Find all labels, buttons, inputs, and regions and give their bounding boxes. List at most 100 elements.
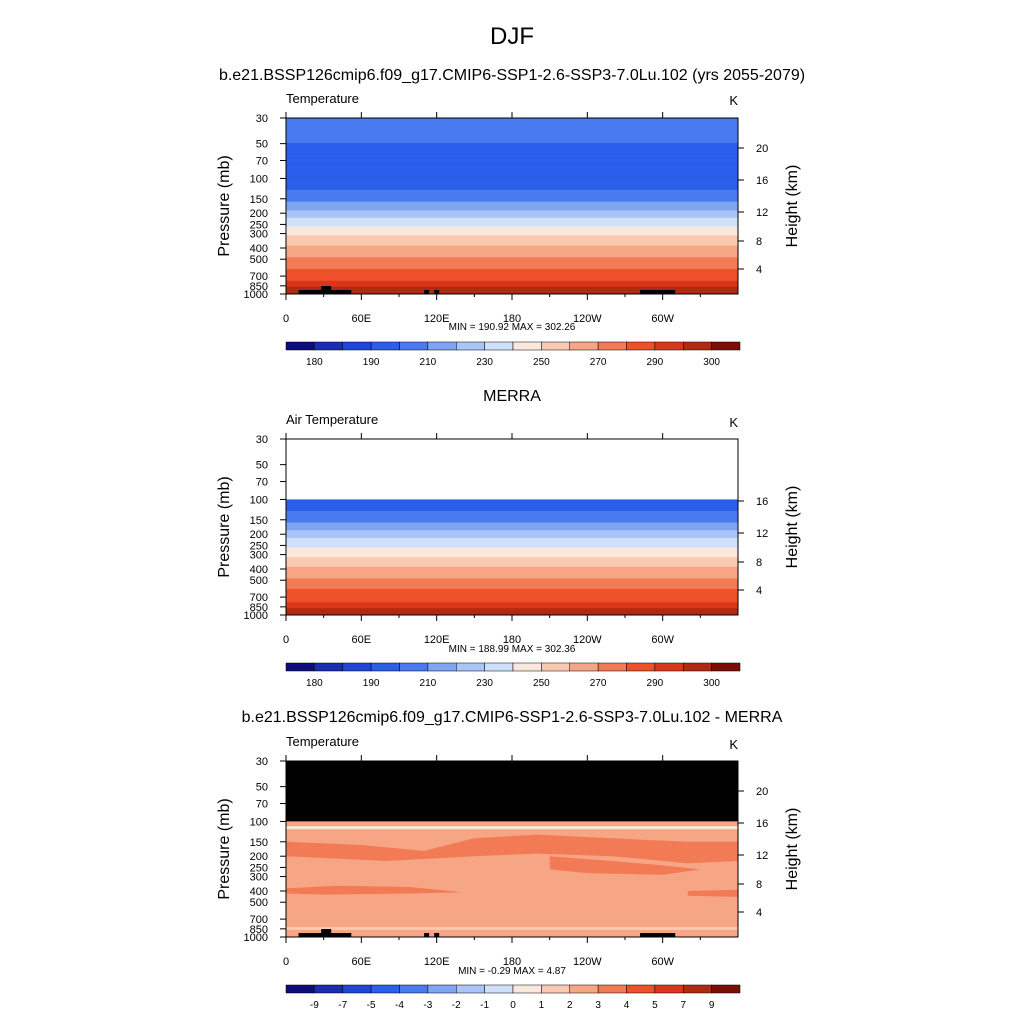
y-tick-label: 50: [256, 139, 268, 151]
topography: [424, 933, 430, 937]
height-tick-label: 16: [756, 496, 768, 508]
contour-band: [286, 179, 738, 182]
colorbar-swatch: [314, 984, 343, 994]
contour-band: [286, 601, 738, 603]
colorbar-label: 7: [680, 1000, 686, 1011]
y-tick-label: 100: [250, 494, 268, 506]
contour-band: [286, 600, 738, 602]
colorbar-label: -4: [395, 1000, 404, 1011]
topography: [298, 290, 337, 294]
y-tick-label: 400: [250, 564, 268, 576]
contour-band: [286, 123, 738, 126]
contour-band: [286, 219, 738, 222]
contour-band: [286, 531, 738, 533]
contour-band: [286, 200, 738, 202]
contour-band: [286, 582, 738, 584]
colorbar-label: 210: [420, 678, 437, 689]
x-tick-label: 120E: [424, 313, 450, 325]
contour-band: [286, 598, 738, 600]
contour-band: [286, 510, 738, 513]
y-tick-label: 50: [256, 782, 268, 794]
contour-band: [286, 241, 738, 244]
colorbar-swatch: [484, 662, 514, 672]
colorbar-label: 290: [647, 357, 664, 368]
colorbar-label: 3: [595, 1000, 601, 1011]
contour-band: [286, 557, 738, 559]
y-tick-label: 70: [256, 156, 268, 168]
colorbar-swatch: [541, 341, 570, 351]
contour-band: [286, 147, 738, 150]
y-tick-label: 150: [250, 837, 268, 849]
colorbar-swatch: [711, 984, 741, 994]
contour-band: [286, 516, 738, 519]
colorbar-swatch: [370, 662, 400, 672]
contour-band: [286, 535, 738, 537]
contour-band: [286, 203, 738, 205]
contour-band: [286, 503, 738, 505]
contour-band: [286, 288, 738, 290]
contour-band: [286, 607, 738, 609]
contour-band: [286, 255, 738, 258]
colorbar-swatch: [683, 984, 712, 994]
contour-band: [286, 514, 738, 517]
colorbar-swatch: [399, 662, 429, 672]
contour-band: [286, 232, 738, 235]
contour-band: [286, 507, 738, 509]
contour-band: [286, 134, 738, 136]
height-tick-label: 20: [756, 786, 768, 798]
contour-band: [286, 538, 738, 541]
contour-band: [286, 163, 738, 166]
contour-band: [286, 120, 738, 123]
contour-band: [286, 213, 738, 216]
contour-band: [286, 230, 738, 233]
contour-band: [286, 197, 738, 200]
contour-band: [286, 545, 738, 548]
contour-band: [286, 588, 738, 590]
panel-3-ylabel-right: Height (km): [784, 808, 801, 891]
contour-band: [286, 248, 738, 251]
contour-band: [286, 554, 738, 556]
contour-band: [286, 552, 738, 554]
y-tick-label: 500: [250, 897, 268, 909]
contour-band: [286, 223, 738, 226]
contour-band: [286, 206, 738, 208]
height-tick-label: 12: [756, 850, 768, 862]
contour-band: [286, 254, 738, 257]
masked-region: [286, 761, 738, 822]
contour-band: [286, 556, 738, 558]
panel-3-ylabel: Pressure (mb): [216, 798, 233, 899]
panel-2-units: K: [729, 415, 738, 430]
contour-band: [286, 185, 738, 188]
y-tick-label: 50: [256, 460, 268, 472]
colorbar-label: -9: [310, 1000, 319, 1011]
contour-band: [286, 548, 738, 550]
contour-band: [286, 534, 738, 536]
contour-band: [286, 292, 738, 295]
contour-band: [286, 269, 738, 271]
contour-band: [286, 279, 738, 282]
colorbar-label: 300: [703, 357, 720, 368]
contour-band: [286, 502, 738, 504]
y-tick-label: 100: [250, 816, 268, 828]
contour-band: [286, 169, 738, 172]
contour-band: [286, 239, 738, 242]
contour-band: [286, 506, 738, 508]
colorbar-swatch: [626, 662, 656, 672]
contour-band: [286, 141, 738, 144]
colorbar-swatch: [569, 984, 599, 994]
contour-band: [286, 586, 738, 588]
height-tick-label: 8: [756, 557, 762, 569]
y-tick-label: 850: [250, 602, 268, 614]
contour-band: [286, 140, 738, 142]
colorbar-swatch: [427, 341, 457, 351]
contour-band: [286, 520, 738, 522]
contour-band: [286, 277, 738, 280]
contour-band: [286, 562, 738, 564]
contour-band: [286, 587, 738, 589]
figure-title: DJF: [490, 23, 534, 50]
contour-band: [286, 553, 738, 555]
contour-band: [286, 153, 738, 156]
height-tick-label: 4: [756, 264, 762, 276]
colorbar-swatch: [512, 341, 542, 351]
